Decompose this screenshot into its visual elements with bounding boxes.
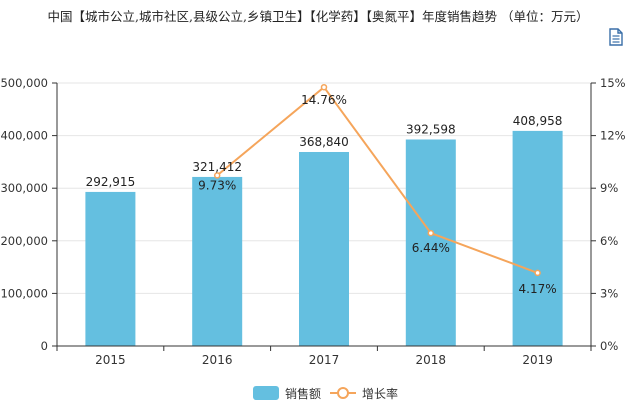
bar-value-label: 292,915 xyxy=(86,175,136,189)
y-left-tick-label: 100,000 xyxy=(0,286,48,300)
bar xyxy=(299,151,349,346)
y-right-tick-label: 3% xyxy=(600,286,618,300)
bar xyxy=(85,191,136,346)
y-right-tick-label: 0% xyxy=(600,339,618,353)
y-left-tick-label: 500,000 xyxy=(0,76,48,90)
y-left-tick-label: 0 xyxy=(41,339,48,353)
y-left-tick-label: 300,000 xyxy=(0,181,48,195)
bar xyxy=(405,139,456,346)
x-tick-label: 2017 xyxy=(309,353,340,367)
y-right-tick-label: 15% xyxy=(600,76,626,90)
sales-trend-chart: 0 0% 100,000 3% 200,000 6% 300,000 9% 400,000 12%… xyxy=(0,76,625,367)
legend-line-swatch xyxy=(330,386,356,400)
bar xyxy=(192,176,243,346)
axes: 0 0% 100,000 3% 200,000 6% 300,000 9% 400,000 12%… xyxy=(0,76,625,367)
legend-item-sales[interactable]: 销售额 xyxy=(253,384,321,402)
growth-point xyxy=(320,83,328,91)
y-left-tick-label: 400,000 xyxy=(0,129,48,143)
bar-value-label: 368,840 xyxy=(299,135,349,149)
growth-point xyxy=(427,229,435,237)
legend-item-growth[interactable]: 增长率 xyxy=(330,384,398,402)
x-tick-label: 2015 xyxy=(95,353,126,367)
legend-label-growth: 增长率 xyxy=(362,386,399,401)
bar-series xyxy=(85,130,563,346)
growth-point xyxy=(534,269,541,277)
growth-line xyxy=(216,85,538,274)
data-view-button[interactable] xyxy=(608,28,624,46)
growth-value-label: 14.76% xyxy=(301,93,347,107)
bar xyxy=(512,130,563,346)
chart-title: 中国【城市公立,城市社区,县级公立,乡镇卫生】【化学药】【奥氮平】年度销售趋势 … xyxy=(47,9,589,24)
x-tick-label: 2019 xyxy=(522,353,553,367)
y-right-tick-label: 9% xyxy=(600,181,618,195)
legend-bar-swatch xyxy=(253,386,279,400)
growth-point xyxy=(213,172,221,179)
growth-value-label: 4.17% xyxy=(519,282,557,296)
bar-value-label: 392,598 xyxy=(406,122,456,136)
x-tick-label: 2016 xyxy=(202,353,233,367)
line-series xyxy=(213,83,541,277)
document-icon xyxy=(609,28,623,46)
growth-value-label: 6.44% xyxy=(412,241,450,255)
x-tick-label: 2018 xyxy=(416,353,447,367)
data-labels: 292,915 321,412 368,840 392,598 408,958 9.73%… xyxy=(86,93,563,296)
y-left-tick-label: 200,000 xyxy=(0,234,48,248)
y-right-tick-label: 6% xyxy=(600,234,618,248)
legend: 销售额 增长率 xyxy=(0,384,636,402)
bar-value-label: 408,958 xyxy=(513,114,563,128)
bar-value-label: 321,412 xyxy=(192,160,242,174)
growth-value-label: 9.73% xyxy=(198,178,236,192)
y-right-tick-label: 12% xyxy=(600,129,626,143)
legend-label-sales: 销售额 xyxy=(285,386,322,401)
